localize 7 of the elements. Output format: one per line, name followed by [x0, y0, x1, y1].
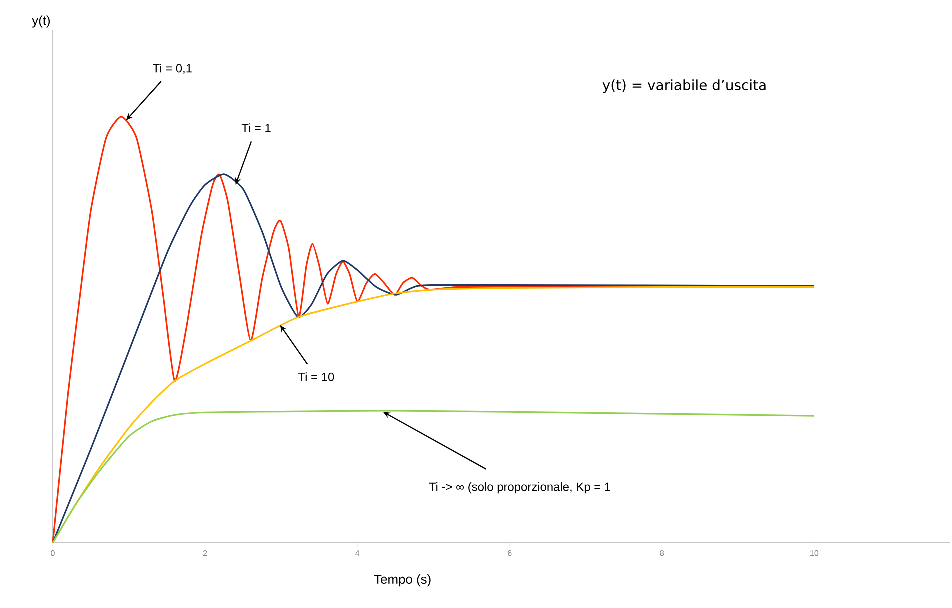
- x-axis-title: Tempo (s): [374, 574, 431, 587]
- annotation: Ti -> ∞ (solo proporzionale, Kp = 1: [429, 482, 610, 494]
- text: y(t) = variabile d’uscita: [602, 80, 766, 94]
- text: y(t): [32, 16, 50, 28]
- annotation: Ti = 0,1: [153, 64, 192, 74]
- annotation: Ti = 1: [242, 124, 271, 132]
- annotation: Ti = 10: [298, 372, 334, 382]
